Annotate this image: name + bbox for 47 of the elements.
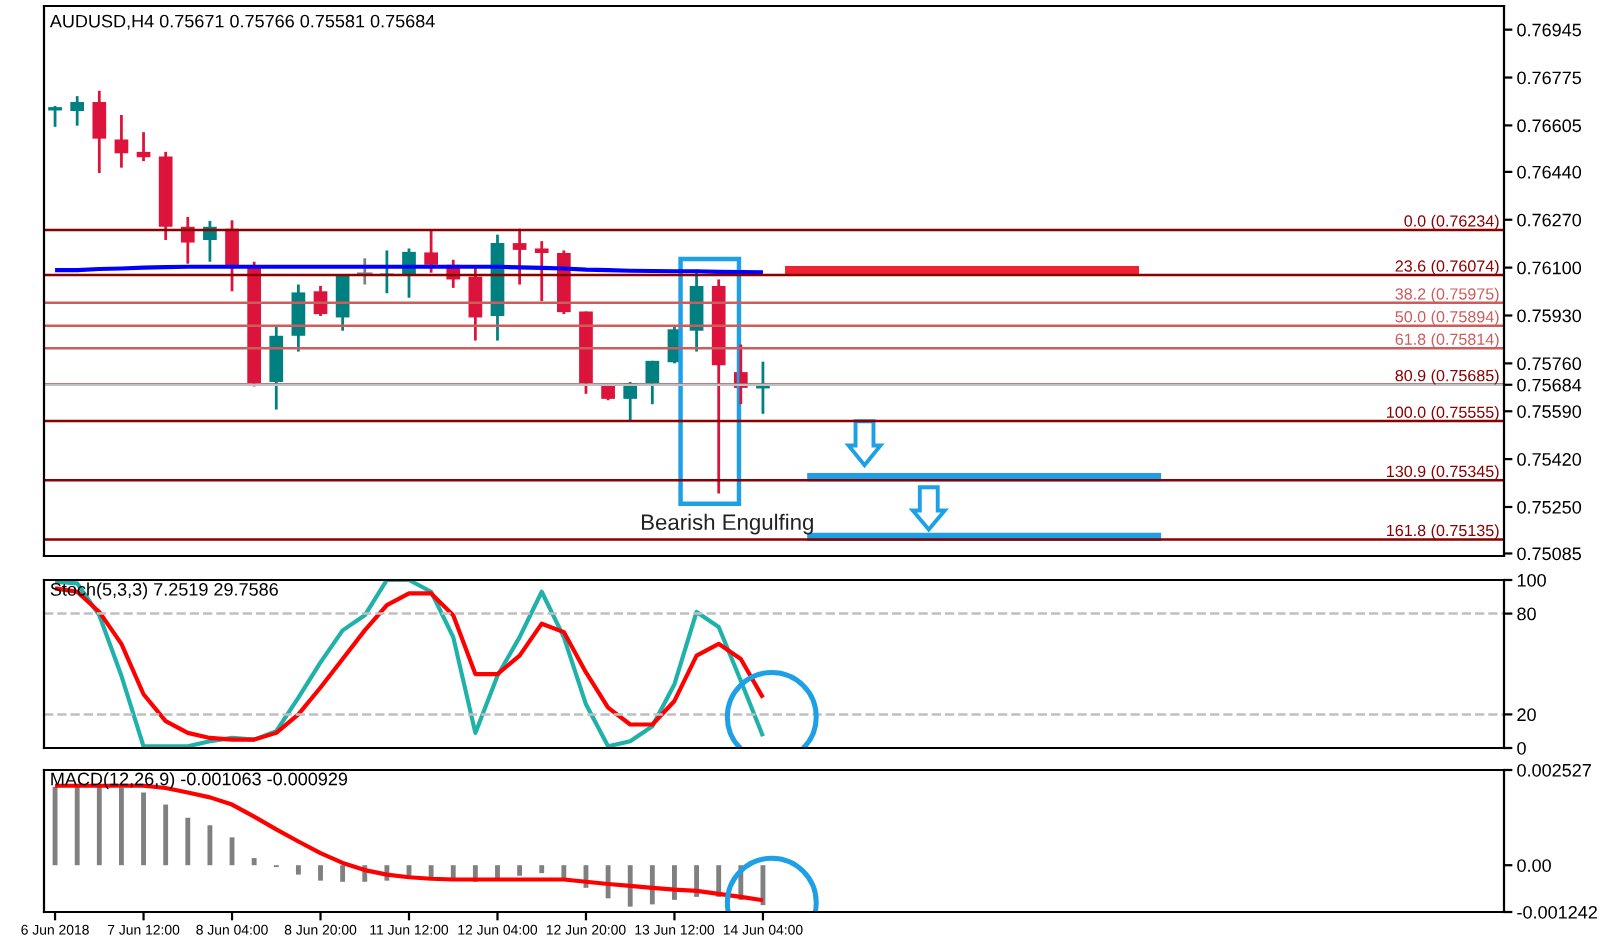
y-tick-label: 0.75085 [1517,547,1582,561]
ref-line-label: 0.0 (0.76234) [1404,214,1499,230]
y-tick-label: 0.75420 [1517,453,1582,466]
bar [649,865,655,905]
y-tick-label: 0.76270 [1517,213,1582,227]
y-tick-label: 0.76100 [1517,261,1582,275]
y-tick-label: 0 [1517,741,1526,755]
y-tick-label: 20 [1517,708,1536,722]
y-tick-label: 0.75590 [1517,405,1582,418]
ref-line-label: 80.9 (0.75685) [1395,369,1499,385]
y-tick-label: 0.002527 [1517,763,1591,777]
y-tick-label: 80 [1517,607,1536,621]
y-tick-label: 0.75684 [1517,378,1582,392]
y-tick-label: 0.00 [1517,859,1551,872]
bar [74,786,80,866]
bar [185,817,191,866]
ref-line-label: 61.8 (0.75814) [1395,333,1499,349]
bar [251,858,257,866]
bar [141,792,146,866]
ref-line-label: 100.0 (0.75555) [1387,406,1499,422]
y-tick-label: 0.75760 [1517,357,1582,371]
bar [318,865,323,881]
y-tick-label: 0.75930 [1517,309,1582,323]
ref-line-label: 23.6 (0.76074) [1395,259,1499,275]
annotation: Bearish Engulfing [642,513,813,535]
y-tick-label: -0.001242 [1517,905,1597,919]
bar [207,825,213,866]
y-tick-label: 0.76605 [1517,119,1582,133]
ref-line-label: 130.9 (0.75345) [1387,465,1499,481]
bar [517,865,523,876]
bar [340,865,346,882]
ref-line-label: 161.8 (0.75135) [1387,524,1499,540]
bar [627,865,633,907]
y-tick-label: 100 [1517,573,1546,587]
ref-line-label: 50.0 (0.75894) [1395,310,1499,326]
y-tick-label: 0.75250 [1517,500,1582,514]
bar [295,865,301,875]
chart-title: AUDUSD,H4 0.75671 0.75766 0.75581 0.75684 [49,14,435,30]
y-tick-label: 0.76775 [1517,71,1582,85]
y-tick-label: 0.76440 [1517,165,1582,179]
ref-line-label: 38.2 (0.75975) [1395,287,1499,303]
bar [539,865,545,874]
bar [96,786,102,866]
y-tick-label: 0.76945 [1517,23,1582,37]
bar [118,787,124,866]
bar [163,804,169,866]
bar [428,865,434,878]
